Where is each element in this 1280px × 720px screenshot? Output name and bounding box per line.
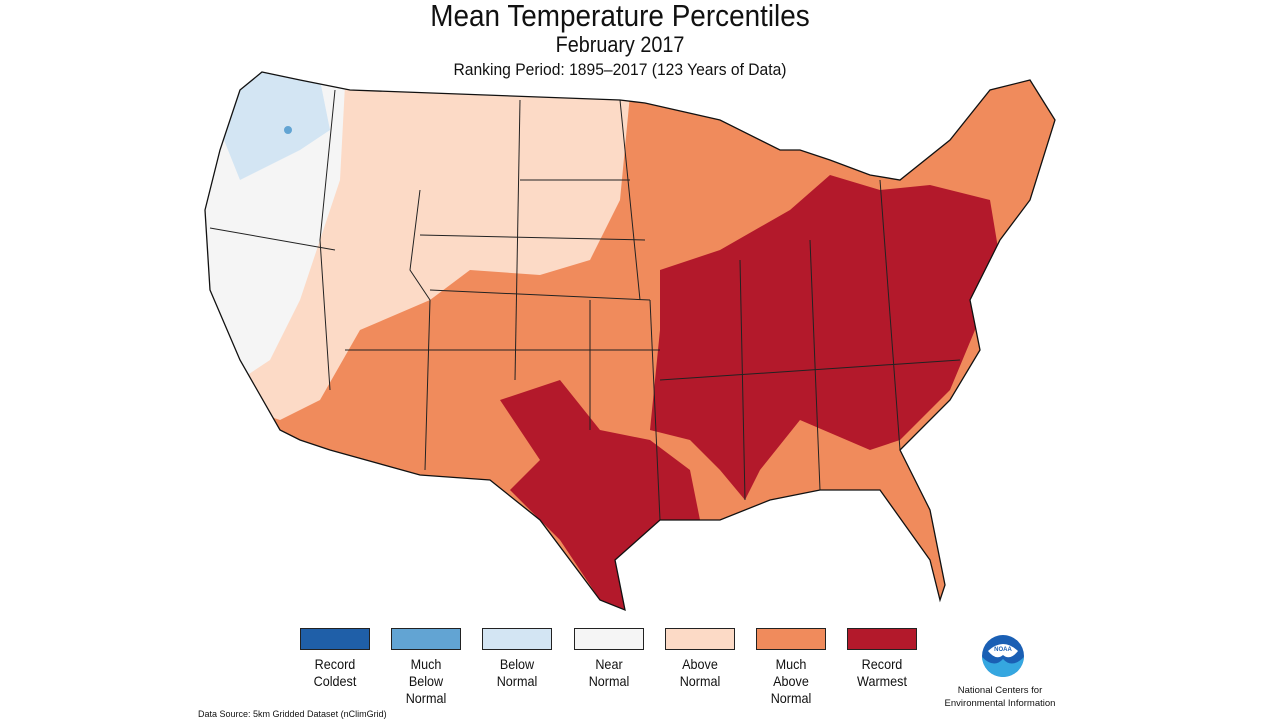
- legend-swatch: [482, 628, 552, 650]
- legend-much-below-normal: Much Below Normal: [381, 628, 471, 707]
- legend-below-normal: Below Normal: [472, 628, 562, 690]
- legend-label: Normal: [679, 673, 721, 689]
- ncei-line: National Centers for: [957, 685, 1043, 696]
- legend-swatch: [574, 628, 644, 650]
- noaa-logo: NOAA: [982, 635, 1024, 677]
- region-much-below-normal: [284, 126, 292, 134]
- legend-label: Above: [773, 673, 809, 689]
- legend-swatch: [300, 628, 370, 650]
- legend-swatch: [391, 628, 461, 650]
- map-subtitle: February 2017: [555, 32, 685, 57]
- legend-much-above-normal: Much Above Normal: [746, 628, 836, 707]
- legend-above-normal: Above Normal: [655, 628, 745, 690]
- legend-near-normal: Near Normal: [564, 628, 654, 690]
- ranking-period: Ranking Period: 1895–2017 (123 Years of …: [453, 60, 787, 79]
- legend-swatch: [756, 628, 826, 650]
- legend-label: Warmest: [857, 673, 907, 689]
- legend-record-warmest: Record Warmest: [837, 628, 927, 690]
- legend-label: Coldest: [313, 673, 357, 689]
- legend-label: Record: [314, 656, 356, 672]
- legend-label: Below: [499, 656, 535, 672]
- ncei-line: Environmental Information: [944, 698, 1056, 709]
- legend-label: Normal: [770, 690, 812, 706]
- ncei-credit: National Centers for Environmental Infor…: [940, 684, 1060, 710]
- legend-label: Much: [410, 656, 442, 672]
- state-borders: [209, 89, 961, 521]
- region-record-warmest-texas: [500, 380, 700, 610]
- legend-label: Below: [408, 673, 444, 689]
- svg-text:NOAA: NOAA: [994, 647, 1012, 653]
- data-source: Data Source: 5km Gridded Dataset (nClimG…: [198, 709, 387, 719]
- region-below-normal: [220, 72, 330, 180]
- region-record-warmest-east: [650, 175, 1000, 500]
- legend-label: Normal: [405, 690, 447, 706]
- legend-label: Normal: [496, 673, 538, 689]
- legend-label: Much: [775, 656, 807, 672]
- legend-swatch: [665, 628, 735, 650]
- legend-label: Normal: [588, 673, 630, 689]
- legend-label: Above: [682, 656, 718, 672]
- legend-record-coldest: Record Coldest: [290, 628, 380, 690]
- legend-label: Record: [861, 656, 903, 672]
- legend-swatch: [847, 628, 917, 650]
- legend-label: Near: [595, 656, 623, 672]
- map-title: Mean Temperature Percentiles: [430, 0, 810, 33]
